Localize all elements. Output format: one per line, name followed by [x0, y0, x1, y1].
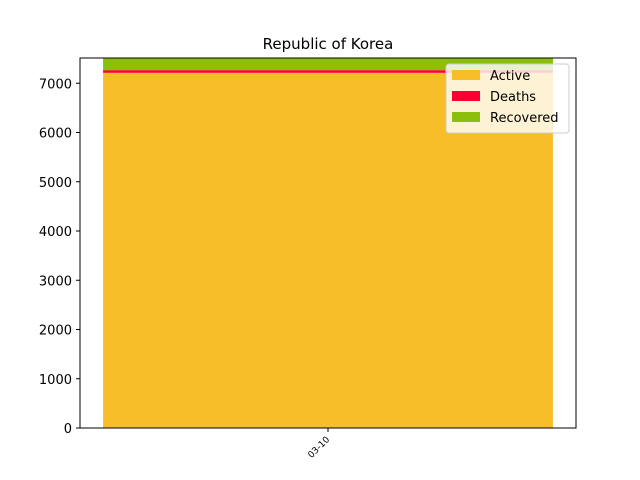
bar-deaths-0	[103, 70, 553, 73]
y-axis-ticks: 0 1000 2000 3000 4000 5000 6000 7000	[39, 77, 80, 437]
x-axis-ticks: 03-10	[307, 428, 333, 461]
legend-label-deaths: Deaths	[490, 90, 536, 105]
y-tick-label: 0	[64, 422, 72, 437]
y-tick-label: 5000	[39, 176, 72, 191]
x-tick-label: 03-10	[307, 435, 333, 461]
y-tick-label: 1000	[39, 373, 72, 388]
y-tick-label: 2000	[39, 324, 72, 339]
y-tick-label: 7000	[39, 77, 72, 92]
y-tick-label: 4000	[39, 225, 72, 240]
y-tick-label: 3000	[39, 274, 72, 289]
y-tick-label: 6000	[39, 127, 72, 142]
bar-recovered-0	[103, 58, 553, 71]
legend-swatch-deaths	[452, 91, 480, 101]
legend-swatch-recovered	[452, 112, 480, 122]
legend-swatch-active	[452, 70, 480, 80]
chart-title: Republic of Korea	[263, 35, 394, 53]
legend-label-recovered: Recovered	[490, 111, 559, 126]
legend: Active Deaths Recovered	[445, 63, 570, 134]
legend-label-active: Active	[490, 69, 530, 84]
